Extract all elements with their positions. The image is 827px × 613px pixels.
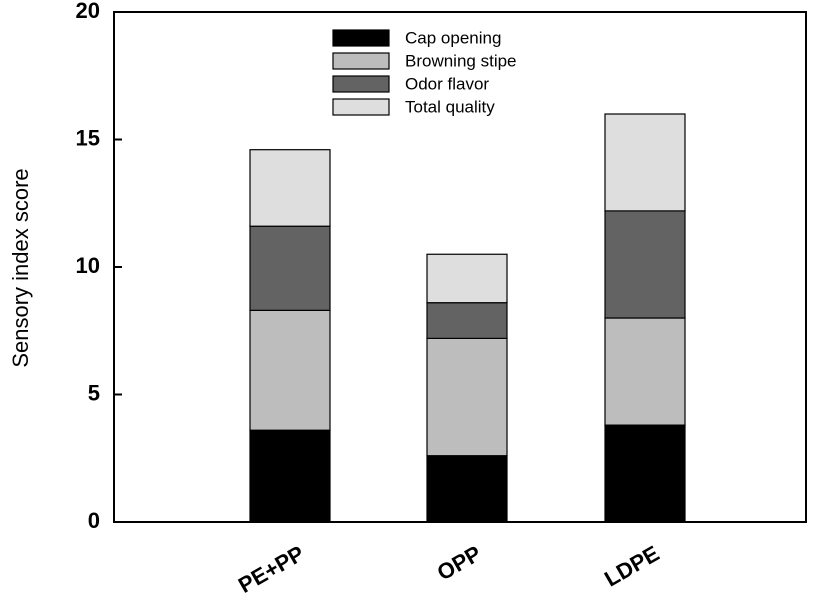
bars-group [249,113,686,523]
bar-segment-0-3 [249,149,331,227]
legend-swatch [332,98,390,116]
legend-label: Cap opening [405,28,501,47]
y-tick-label: 5 [88,380,100,405]
y-tick-label: 10 [76,253,100,278]
bar-segment-0-2 [249,225,331,311]
bar-segment-1-1 [426,337,508,457]
y-tick-label: 20 [76,0,100,23]
bar-segment-1-2 [426,302,508,340]
legend: Cap opening Browning stipe Odor flavor Tota… [332,28,517,116]
legend-label: Browning stipe [405,51,517,70]
y-tick-label: 0 [88,508,100,533]
legend-label: Total quality [405,97,495,116]
x-tick-label: LDPE [600,541,663,592]
x-tick-label: OPP [433,541,486,586]
legend-swatch [332,52,390,70]
legend-swatch [332,75,390,93]
bar-segment-1-0 [426,455,508,523]
legend-swatch [332,29,390,47]
bar-segment-1-3 [426,253,508,304]
bar-segment-2-0 [604,424,686,523]
x-axis: PE+PP OPP LDPE [234,541,663,598]
x-tick-label: PE+PP [234,541,308,598]
y-tick-label: 15 [76,125,100,150]
y-axis: 0 5 10 15 20 [76,0,122,533]
bar-segment-0-0 [249,429,331,523]
bar-segment-2-2 [604,210,686,319]
bar-segment-2-3 [604,113,686,212]
bar-segment-2-1 [604,317,686,426]
legend-label: Odor flavor [405,74,489,93]
y-axis-label: Sensory index score [8,168,33,367]
bar-segment-0-1 [249,309,331,431]
